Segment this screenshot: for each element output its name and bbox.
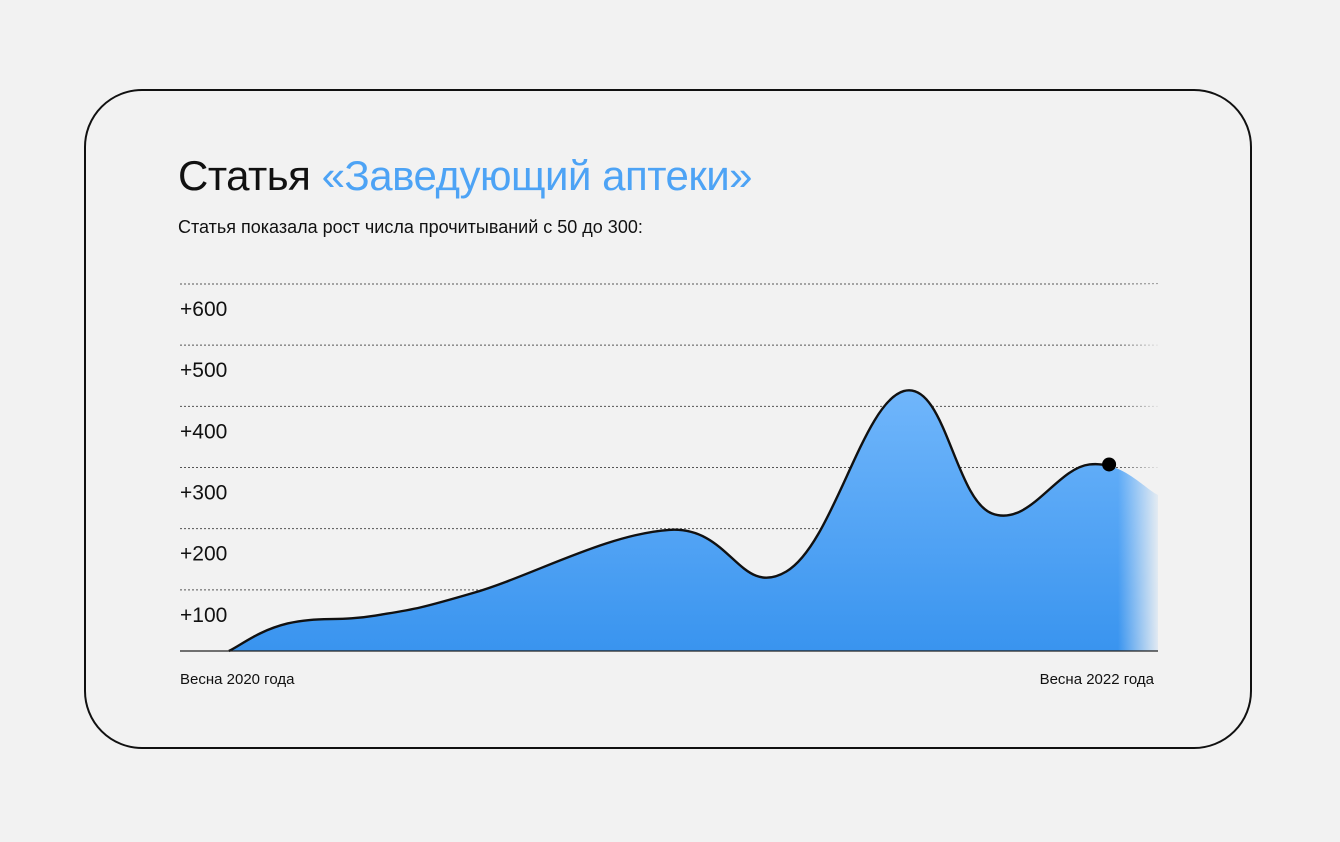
y-tick-label: +100 bbox=[180, 604, 227, 627]
y-tick-label: +400 bbox=[180, 420, 227, 443]
page-title: Статья «Заведующий аптеки» bbox=[178, 152, 753, 200]
y-tick-label: +500 bbox=[180, 359, 227, 382]
current-value-marker bbox=[1102, 457, 1117, 472]
right-edge-fade bbox=[1118, 284, 1162, 651]
area-fill bbox=[228, 390, 1158, 651]
title-prefix: Статья bbox=[178, 152, 311, 199]
series-line bbox=[228, 389, 1110, 653]
title-accent: «Заведующий аптеки» bbox=[321, 152, 753, 199]
chart-subtitle: Статья показала рост числа прочитываний … bbox=[178, 217, 643, 237]
x-end-label: Весна 2022 года bbox=[1040, 671, 1155, 688]
y-tick-label: +600 bbox=[180, 298, 227, 321]
y-tick-label: +300 bbox=[180, 482, 227, 505]
axis-labels: +100 +200 +300 +400 +500 +600 Весна 2020 года В… bbox=[180, 298, 1155, 688]
x-start-label: Весна 2020 года bbox=[180, 671, 295, 688]
y-tick-label: +200 bbox=[180, 543, 227, 566]
